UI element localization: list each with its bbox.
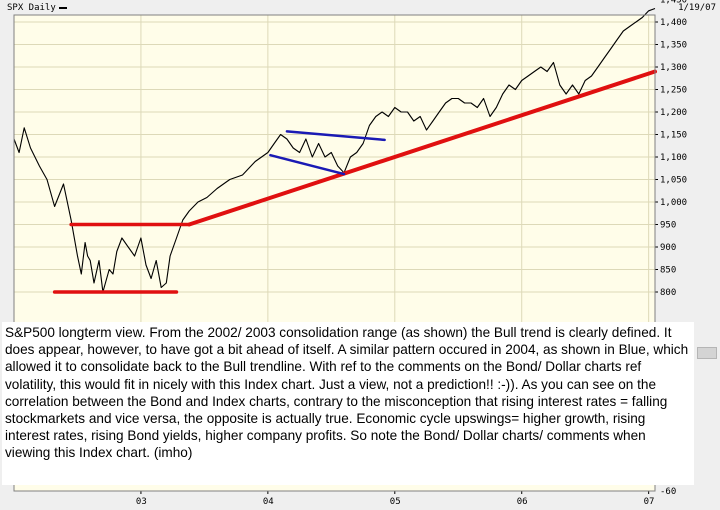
y-tick-label: 1,400 xyxy=(660,18,687,28)
x-tick-label: 03 xyxy=(136,497,147,507)
y-tick-label: 1,050 xyxy=(660,176,687,186)
y-tick-label: 1,250 xyxy=(660,86,687,96)
annotations xyxy=(52,69,657,294)
chart-date: 1/19/07 xyxy=(678,3,716,13)
lower-panel-label: -60 xyxy=(660,487,676,497)
y-tick-label: 850 xyxy=(660,266,676,276)
plot-border xyxy=(13,14,656,492)
y-tick-label: 900 xyxy=(660,243,676,253)
lower-panel-background xyxy=(14,485,655,491)
plot-background xyxy=(14,15,655,324)
y-tick-label: 1,200 xyxy=(660,108,687,118)
y-tick-label: 1,100 xyxy=(660,153,687,163)
y-tick-label: 1,000 xyxy=(660,198,687,208)
chart-symbol: SPX Daily xyxy=(7,2,67,14)
x-tick-label: 04 xyxy=(263,497,274,507)
grid xyxy=(14,15,655,491)
symbol-label: SPX Daily xyxy=(7,3,56,13)
x-tick-label: 06 xyxy=(517,497,528,507)
y-tick-label: 800 xyxy=(660,288,676,298)
y-tick-label: 1,150 xyxy=(660,131,687,141)
y-tick-label: 950 xyxy=(660,221,676,231)
triangle-lower-line xyxy=(269,153,346,176)
x-axis-ticks: 03 04 05 06 07 xyxy=(136,491,655,507)
y-tick-label: 1,300 xyxy=(660,63,687,73)
x-tick-label: 07 xyxy=(644,497,655,507)
triangle-upper-line xyxy=(285,130,386,142)
y-axis-ticks: 800 850 900 950 1,000 1,050 1,100 1,150 1,200 1,2… xyxy=(655,0,687,298)
y-tick-label: 1,350 xyxy=(660,41,687,51)
scrollbar-thumb[interactable] xyxy=(697,347,717,359)
bull-trendline xyxy=(187,69,657,227)
symbol-dash xyxy=(58,6,67,9)
comment-text: S&P500 longterm view. From the 2002/ 200… xyxy=(2,322,694,485)
x-tick-label: 05 xyxy=(390,497,401,507)
price-series xyxy=(13,7,656,293)
price-line xyxy=(13,7,656,293)
y-tick-label: 1,450 xyxy=(660,0,687,6)
